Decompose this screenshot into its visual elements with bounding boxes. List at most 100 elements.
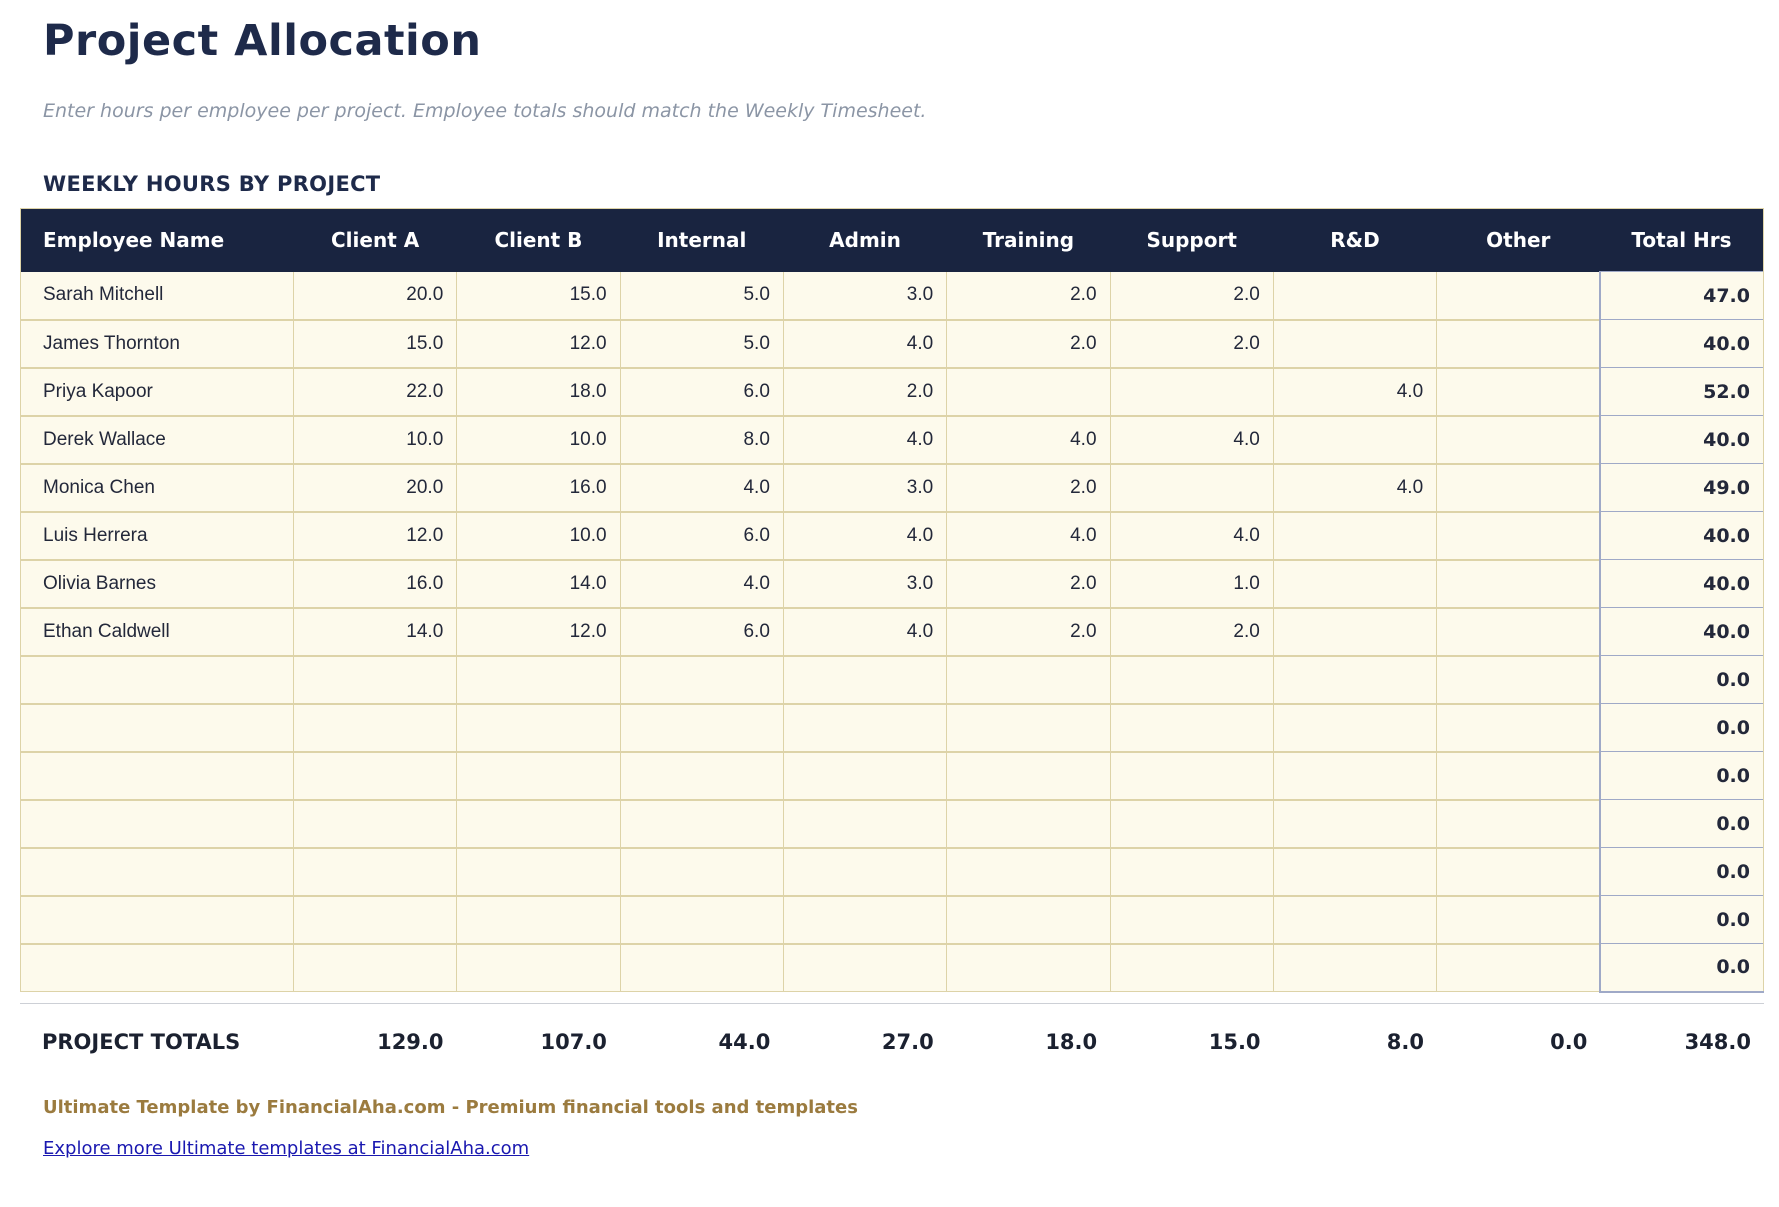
hours-cell[interactable] (783, 846, 948, 896)
hours-cell[interactable]: 6.0 (620, 510, 784, 560)
hours-cell[interactable]: 2.0 (1110, 606, 1274, 656)
hours-cell[interactable] (1273, 318, 1438, 368)
hours-cell[interactable]: 12.0 (456, 318, 621, 368)
employee-name-cell[interactable] (20, 702, 294, 752)
hours-cell[interactable] (1273, 606, 1438, 656)
hours-cell[interactable] (293, 942, 458, 992)
hours-cell[interactable] (1273, 510, 1438, 560)
hours-cell[interactable] (1110, 750, 1274, 800)
employee-name-cell[interactable]: Luis Herrera (20, 510, 294, 560)
hours-cell[interactable]: 4.0 (783, 510, 948, 560)
hours-cell[interactable]: 4.0 (1110, 510, 1274, 560)
hours-cell[interactable] (1273, 798, 1438, 848)
employee-name-cell[interactable]: Olivia Barnes (20, 558, 294, 608)
hours-cell[interactable] (293, 702, 458, 752)
hours-cell[interactable] (1436, 702, 1601, 752)
hours-cell[interactable] (946, 366, 1111, 416)
hours-cell[interactable]: 4.0 (620, 462, 784, 512)
hours-cell[interactable] (946, 750, 1111, 800)
hours-cell[interactable] (293, 894, 458, 944)
hours-cell[interactable] (783, 942, 948, 992)
hours-cell[interactable] (1110, 366, 1274, 416)
hours-cell[interactable] (1110, 702, 1274, 752)
hours-cell[interactable] (1436, 318, 1601, 368)
hours-cell[interactable] (946, 894, 1111, 944)
hours-cell[interactable]: 4.0 (1273, 366, 1438, 416)
hours-cell[interactable] (620, 846, 784, 896)
hours-cell[interactable] (1110, 894, 1274, 944)
employee-name-cell[interactable]: Sarah Mitchell (20, 271, 294, 320)
employee-name-cell[interactable] (20, 654, 294, 704)
hours-cell[interactable] (1436, 606, 1601, 656)
hours-cell[interactable] (946, 798, 1111, 848)
hours-cell[interactable] (1273, 894, 1438, 944)
hours-cell[interactable]: 2.0 (1110, 271, 1274, 320)
hours-cell[interactable]: 8.0 (620, 414, 784, 464)
hours-cell[interactable]: 6.0 (620, 606, 784, 656)
hours-cell[interactable]: 6.0 (620, 366, 784, 416)
hours-cell[interactable] (1436, 798, 1601, 848)
hours-cell[interactable] (946, 702, 1111, 752)
hours-cell[interactable] (1273, 414, 1438, 464)
hours-cell[interactable] (1273, 942, 1438, 992)
hours-cell[interactable] (1436, 942, 1601, 992)
hours-cell[interactable] (946, 846, 1111, 896)
hours-cell[interactable]: 12.0 (456, 606, 621, 656)
hours-cell[interactable] (1436, 750, 1601, 800)
hours-cell[interactable] (1436, 846, 1601, 896)
hours-cell[interactable] (1273, 702, 1438, 752)
hours-cell[interactable] (1436, 558, 1601, 608)
hours-cell[interactable]: 2.0 (783, 366, 948, 416)
employee-name-cell[interactable] (20, 894, 294, 944)
hours-cell[interactable] (620, 702, 784, 752)
hours-cell[interactable] (620, 942, 784, 992)
hours-cell[interactable]: 22.0 (293, 366, 458, 416)
hours-cell[interactable]: 2.0 (946, 558, 1111, 608)
explore-templates-link[interactable]: Explore more Ultimate templates at Finan… (43, 1137, 530, 1159)
hours-cell[interactable]: 3.0 (783, 462, 948, 512)
hours-cell[interactable] (620, 750, 784, 800)
hours-cell[interactable]: 4.0 (620, 558, 784, 608)
hours-cell[interactable] (1436, 510, 1601, 560)
hours-cell[interactable] (1436, 271, 1601, 320)
employee-name-cell[interactable] (20, 798, 294, 848)
hours-cell[interactable]: 1.0 (1110, 558, 1274, 608)
hours-cell[interactable] (783, 894, 948, 944)
hours-cell[interactable]: 4.0 (946, 510, 1111, 560)
hours-cell[interactable] (293, 798, 458, 848)
hours-cell[interactable]: 18.0 (456, 366, 621, 416)
hours-cell[interactable] (1110, 462, 1274, 512)
hours-cell[interactable]: 4.0 (783, 318, 948, 368)
hours-cell[interactable]: 4.0 (783, 414, 948, 464)
hours-cell[interactable]: 14.0 (293, 606, 458, 656)
hours-cell[interactable] (456, 846, 621, 896)
hours-cell[interactable]: 20.0 (293, 271, 458, 320)
hours-cell[interactable]: 10.0 (456, 510, 621, 560)
hours-cell[interactable]: 14.0 (456, 558, 621, 608)
employee-name-cell[interactable]: Monica Chen (20, 462, 294, 512)
hours-cell[interactable]: 2.0 (946, 271, 1111, 320)
employee-name-cell[interactable] (20, 846, 294, 896)
hours-cell[interactable] (783, 702, 948, 752)
hours-cell[interactable] (293, 846, 458, 896)
employee-name-cell[interactable]: Ethan Caldwell (20, 606, 294, 656)
hours-cell[interactable] (1110, 798, 1274, 848)
hours-cell[interactable] (1273, 654, 1438, 704)
employee-name-cell[interactable]: Priya Kapoor (20, 366, 294, 416)
hours-cell[interactable]: 12.0 (293, 510, 458, 560)
hours-cell[interactable] (1436, 414, 1601, 464)
hours-cell[interactable] (620, 894, 784, 944)
employee-name-cell[interactable] (20, 750, 294, 800)
hours-cell[interactable] (620, 654, 784, 704)
hours-cell[interactable]: 3.0 (783, 271, 948, 320)
hours-cell[interactable] (783, 750, 948, 800)
hours-cell[interactable] (783, 654, 948, 704)
hours-cell[interactable] (1273, 271, 1438, 320)
hours-cell[interactable]: 4.0 (946, 414, 1111, 464)
hours-cell[interactable] (1436, 366, 1601, 416)
hours-cell[interactable]: 4.0 (783, 606, 948, 656)
hours-cell[interactable] (1110, 846, 1274, 896)
hours-cell[interactable]: 2.0 (1110, 318, 1274, 368)
hours-cell[interactable] (1436, 894, 1601, 944)
hours-cell[interactable]: 5.0 (620, 271, 784, 320)
